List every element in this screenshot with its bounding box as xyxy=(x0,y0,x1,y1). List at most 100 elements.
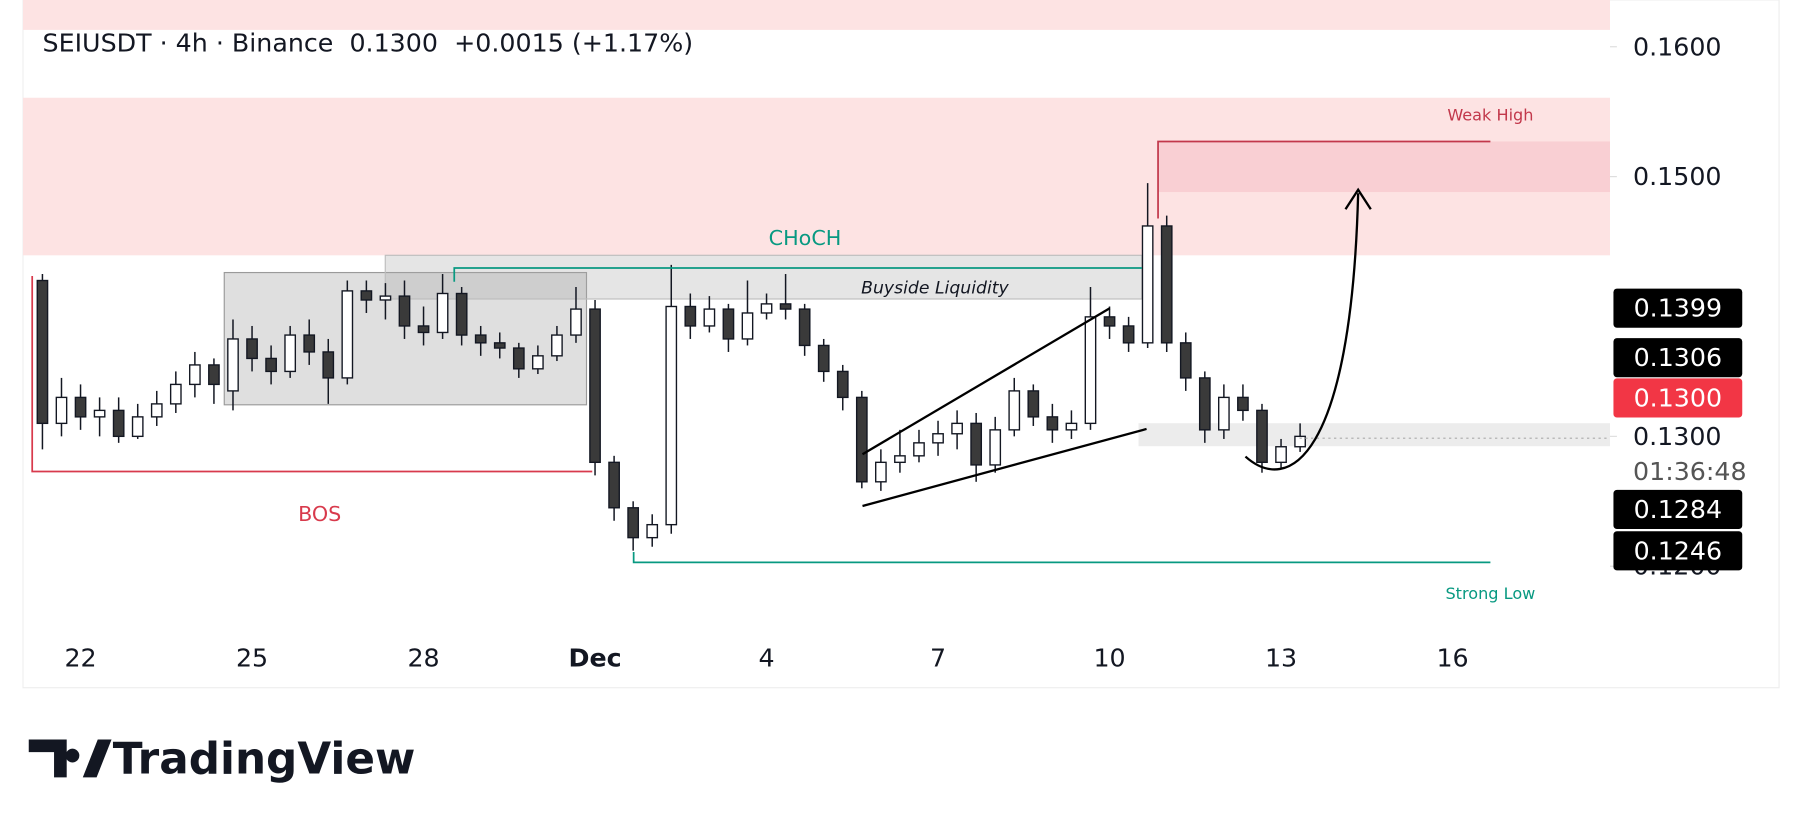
x-tick-label: 16 xyxy=(1436,643,1468,672)
candle-body xyxy=(1179,342,1192,379)
candle-body xyxy=(1294,435,1306,448)
candle-body xyxy=(246,338,258,360)
candle-body xyxy=(36,279,49,425)
y-tick-label: 0.1600 xyxy=(1633,32,1722,61)
candle-body xyxy=(436,292,449,334)
x-tick-label: 28 xyxy=(407,643,439,672)
x-tick-label: Dec xyxy=(568,643,621,672)
candles: 22 25 28 Dec 4 7 10 13 16 xyxy=(36,183,1469,672)
candle-body xyxy=(169,383,182,405)
price-label: 0.1246 xyxy=(1634,536,1723,565)
candle-body xyxy=(1198,377,1211,431)
candle-body xyxy=(284,334,297,373)
candle-body xyxy=(512,347,525,370)
price: 0.1300 xyxy=(349,28,438,57)
logo-mark xyxy=(28,739,112,778)
candle-body xyxy=(74,396,87,418)
candle-body xyxy=(341,290,354,379)
candle-body xyxy=(455,292,468,336)
candle-body xyxy=(493,342,506,349)
candle-body xyxy=(989,429,1002,466)
price-label-box xyxy=(1613,531,1743,571)
price-axis: 0.16000.15000.13000.12000.13990.13060.13… xyxy=(1609,32,1743,581)
candle-body xyxy=(1275,446,1287,464)
candle-body xyxy=(589,308,601,464)
candle-body xyxy=(970,422,983,466)
x-tick-label: 25 xyxy=(236,643,268,672)
header: SEIUSDT · 4h · Binance 0.1300 +0.0015 (+1.… xyxy=(43,28,694,57)
candle-body xyxy=(798,308,811,347)
candle-body xyxy=(1218,396,1230,431)
annotation: Strong Low xyxy=(1445,584,1535,603)
choch-line xyxy=(453,267,1142,282)
price-label: 0.1399 xyxy=(1634,294,1723,323)
price-label: 0.1284 xyxy=(1634,495,1723,524)
candle-body xyxy=(875,461,887,483)
countdown: 01:36:48 xyxy=(1633,457,1747,486)
candle-body xyxy=(1141,225,1154,344)
candle-body xyxy=(55,396,68,425)
candle-body xyxy=(779,303,792,310)
candle-body xyxy=(532,355,544,370)
wedge-line xyxy=(862,427,1147,508)
candle-body xyxy=(627,507,640,539)
annotation: BOS xyxy=(298,502,341,526)
candle-body xyxy=(1103,316,1116,327)
strong-low-line xyxy=(632,551,1491,564)
candle-body xyxy=(398,295,411,327)
candle-body xyxy=(131,416,144,438)
candle-body xyxy=(322,351,335,379)
candle-body xyxy=(1027,390,1040,418)
zone xyxy=(23,0,1610,30)
candle-body xyxy=(1065,422,1078,431)
candle-body xyxy=(474,334,487,344)
x-tick-label: 13 xyxy=(1265,643,1297,672)
bos-line xyxy=(31,275,593,473)
candle-body xyxy=(227,338,239,392)
candle-body xyxy=(379,295,392,301)
candle-body xyxy=(208,364,220,386)
annotation: CHoCH xyxy=(769,226,842,250)
candle-body xyxy=(722,308,735,340)
candle-body xyxy=(608,461,620,509)
candle-body xyxy=(646,523,659,539)
candle-body xyxy=(741,312,754,340)
candle-body xyxy=(836,370,849,399)
weak-high-line xyxy=(1157,140,1491,219)
candle-body xyxy=(1256,409,1268,464)
candle-body xyxy=(932,433,944,444)
candle-body xyxy=(303,334,316,353)
price-label-box xyxy=(1613,338,1743,378)
candle-body xyxy=(1237,396,1249,412)
candle-body xyxy=(265,357,277,373)
candle-body xyxy=(855,396,868,483)
y-tick-label: 0.1300 xyxy=(1633,422,1722,451)
candle-body xyxy=(1046,416,1059,431)
y-tick-label: 0.1500 xyxy=(1633,162,1722,191)
x-tick-label: 7 xyxy=(930,643,946,672)
candle-body xyxy=(703,308,716,327)
candle-body xyxy=(1160,225,1173,344)
price-label-box xyxy=(1613,489,1743,529)
price-label: 0.1300 xyxy=(1634,383,1723,412)
zone xyxy=(1158,141,1610,193)
price-label-box xyxy=(1613,378,1743,418)
candle-body xyxy=(1008,390,1021,431)
candle-body xyxy=(150,403,163,418)
candle-body xyxy=(913,442,925,457)
change: +0.0015 (+1.17%) xyxy=(454,28,693,57)
candle-body xyxy=(760,303,773,314)
liquidity-box xyxy=(384,254,1143,300)
x-tick-label: 22 xyxy=(64,643,96,672)
x-tick-label: 4 xyxy=(758,643,774,672)
candle-body xyxy=(360,290,373,301)
chart-root: 22 25 28 Dec 4 7 10 13 16 Weak High CHoCH Buysid… xyxy=(22,0,1780,785)
watermark: TradingView xyxy=(113,734,416,785)
candle-body xyxy=(894,455,906,464)
annotation: Buyside Liquidity xyxy=(861,279,1009,299)
candle-body xyxy=(665,305,678,526)
candle-body xyxy=(817,344,830,373)
candle-body xyxy=(189,364,201,386)
candle-body xyxy=(551,334,563,357)
